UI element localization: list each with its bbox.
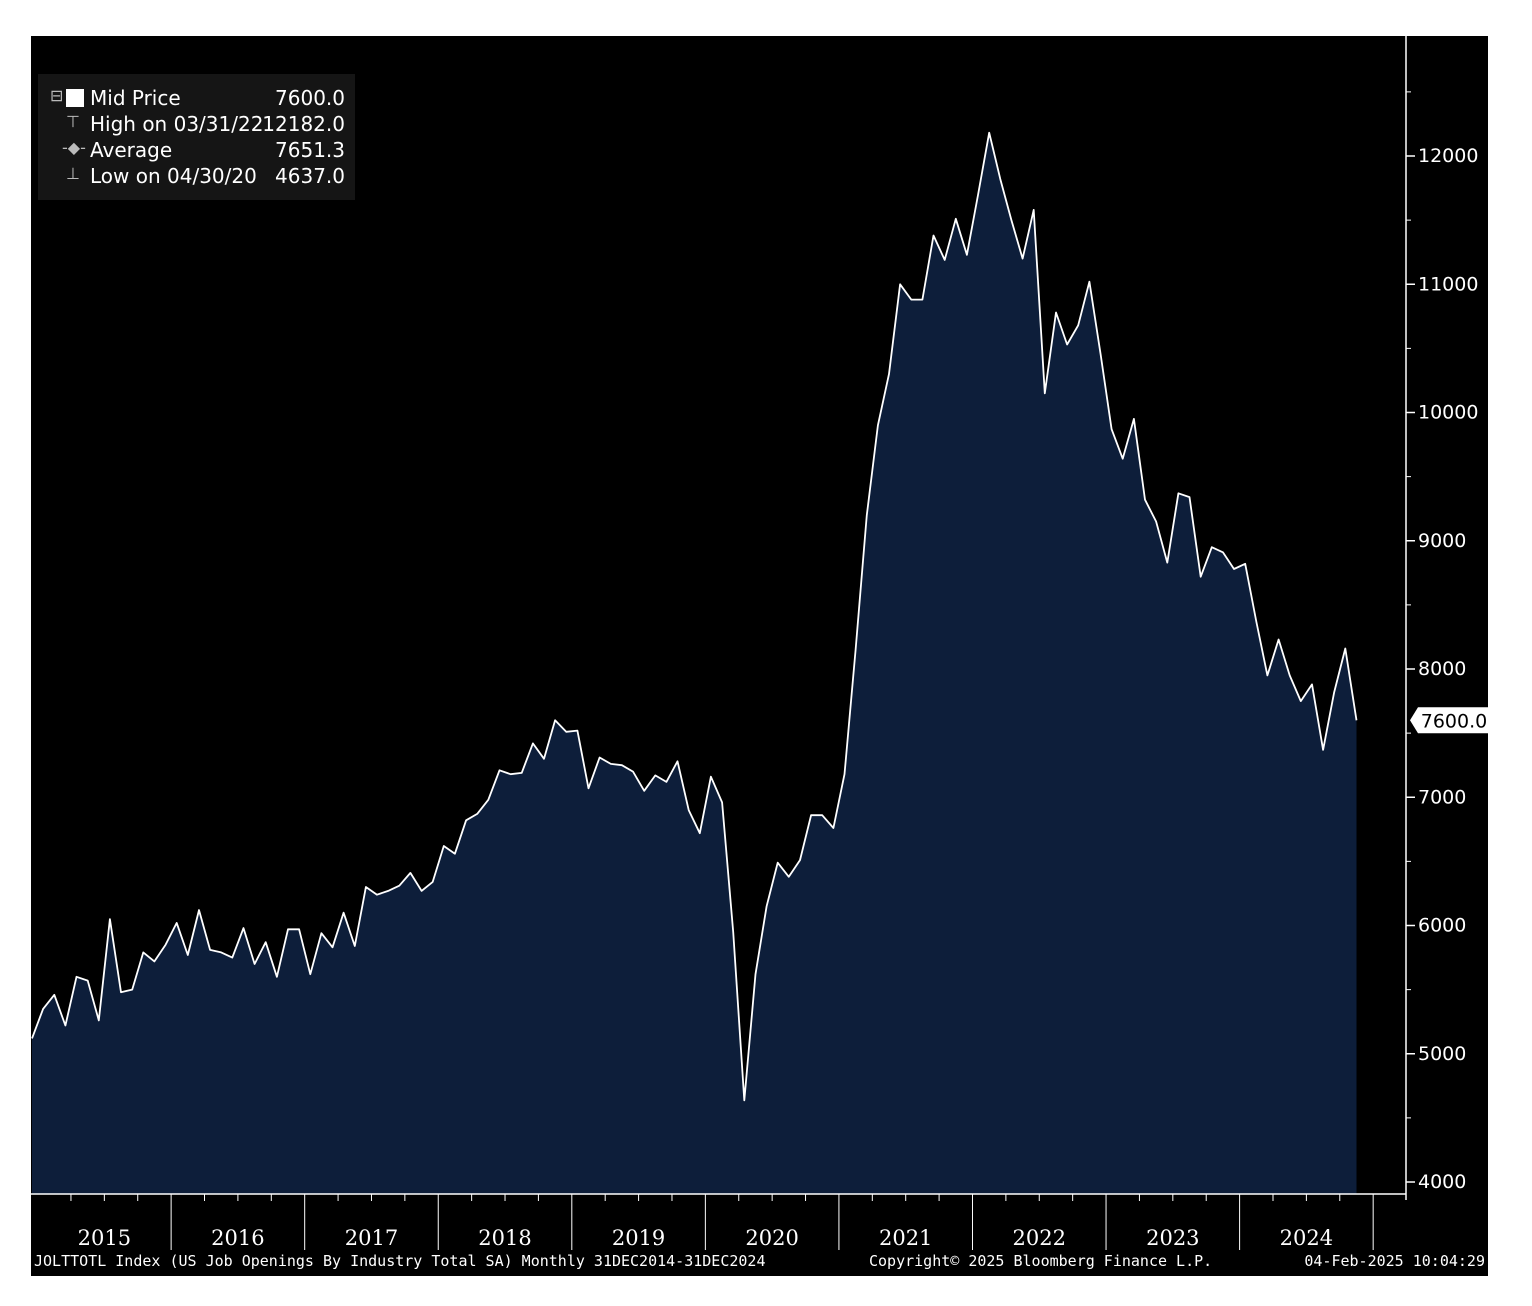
chart-frame: 4000 5000 6000 7000 8000 9000 10000 11000 12000 2… — [31, 36, 1488, 1276]
x-tick-label: 2018 — [478, 1226, 531, 1250]
legend-row-mid-price: ⊟ Mid Price 7600.0 — [38, 86, 355, 112]
average-marker-icon: -◆- — [62, 138, 86, 157]
y-tick-label: 11000 — [1418, 273, 1478, 295]
legend-value: 12182.0 — [262, 112, 345, 136]
series-line-mid-price — [31, 131, 1358, 1102]
legend-label: Mid Price — [90, 86, 181, 110]
axis-layer — [31, 36, 1415, 1250]
x-tick-label: 2021 — [879, 1226, 932, 1250]
footer-copyright: Copyright© 2025 Bloomberg Finance L.P. — [869, 1252, 1213, 1270]
y-tick-label: 6000 — [1418, 915, 1466, 937]
y-tick-label: 4000 — [1418, 1171, 1466, 1193]
low-marker-icon: ⊥ — [66, 164, 80, 183]
x-tick-label: 2020 — [745, 1226, 798, 1250]
label-layer: 4000 5000 6000 7000 8000 9000 10000 11000 12000 2… — [78, 145, 1488, 1250]
legend-label: High on 03/31/22 — [90, 112, 264, 136]
last-value-tag — [1410, 707, 1488, 734]
high-marker-icon: ⊤ — [66, 112, 80, 131]
legend: ⊟ Mid Price 7600.0 ⊤ High on 03/31/22 12… — [38, 74, 355, 200]
chart-svg: 4000 5000 6000 7000 8000 9000 10000 11000 12000 2… — [31, 36, 1488, 1250]
y-tick-label: 8000 — [1418, 658, 1466, 680]
footer-timestamp: 04-Feb-2025 10:04:29 — [1304, 1252, 1485, 1270]
y-tick-label: 5000 — [1418, 1043, 1466, 1065]
legend-value: 4637.0 — [275, 164, 345, 188]
x-tick-label: 2022 — [1013, 1226, 1066, 1250]
series-area-fill — [32, 132, 1357, 1195]
y-tick-label: 10000 — [1418, 402, 1478, 424]
legend-label: Low on 04/30/20 — [90, 164, 257, 188]
legend-label: Average — [90, 138, 173, 162]
y-tick-label: 12000 — [1418, 145, 1478, 167]
legend-value: 7651.3 — [275, 138, 345, 162]
legend-row-average: -◆- Average 7651.3 — [38, 138, 355, 164]
x-tick-label: 2023 — [1146, 1226, 1199, 1250]
x-tick-label: 2015 — [78, 1226, 131, 1250]
x-tick-label: 2024 — [1280, 1226, 1333, 1250]
x-tick-label: 2016 — [211, 1226, 264, 1250]
x-tick-label: 2019 — [612, 1226, 665, 1250]
y-tick-label: 7000 — [1418, 786, 1466, 808]
y-tick-label: 9000 — [1418, 530, 1466, 552]
series-swatch-icon — [66, 89, 84, 107]
footer-security-description: JOLTTOTL Index (US Job Openings By Indus… — [34, 1252, 766, 1270]
legend-value: 7600.0 — [275, 86, 345, 110]
legend-row-high: ⊤ High on 03/31/22 12182.0 — [38, 112, 355, 138]
area-layer — [31, 131, 1358, 1195]
x-tick-label: 2017 — [345, 1226, 398, 1250]
collapse-icon: ⊟ — [50, 86, 64, 105]
last-value-label: 7600.0 — [1421, 710, 1487, 732]
legend-row-low: ⊥ Low on 04/30/20 4637.0 — [38, 164, 355, 190]
